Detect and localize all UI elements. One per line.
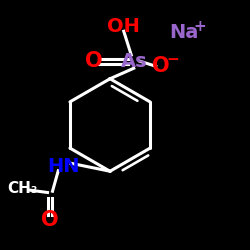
- Text: CH₃: CH₃: [7, 181, 38, 196]
- Text: O: O: [152, 56, 170, 76]
- Text: Na: Na: [169, 23, 198, 42]
- Text: As: As: [120, 52, 147, 71]
- Text: OH: OH: [107, 17, 140, 36]
- Text: −: −: [167, 52, 180, 68]
- Text: O: O: [41, 210, 59, 230]
- Text: +: +: [194, 19, 206, 34]
- Text: HN: HN: [48, 157, 80, 176]
- Text: O: O: [85, 51, 102, 71]
